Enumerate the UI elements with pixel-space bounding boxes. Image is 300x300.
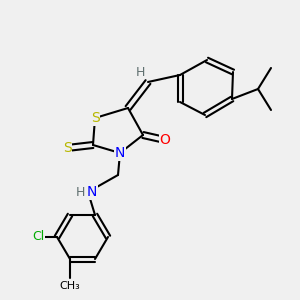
Text: N: N xyxy=(87,185,97,199)
Text: H: H xyxy=(75,185,85,199)
Text: H: H xyxy=(135,65,145,79)
Text: Cl: Cl xyxy=(32,230,44,244)
Text: O: O xyxy=(160,133,170,147)
Text: N: N xyxy=(115,146,125,160)
Text: S: S xyxy=(91,111,99,125)
Text: S: S xyxy=(63,141,71,155)
Text: CH₃: CH₃ xyxy=(60,281,80,291)
